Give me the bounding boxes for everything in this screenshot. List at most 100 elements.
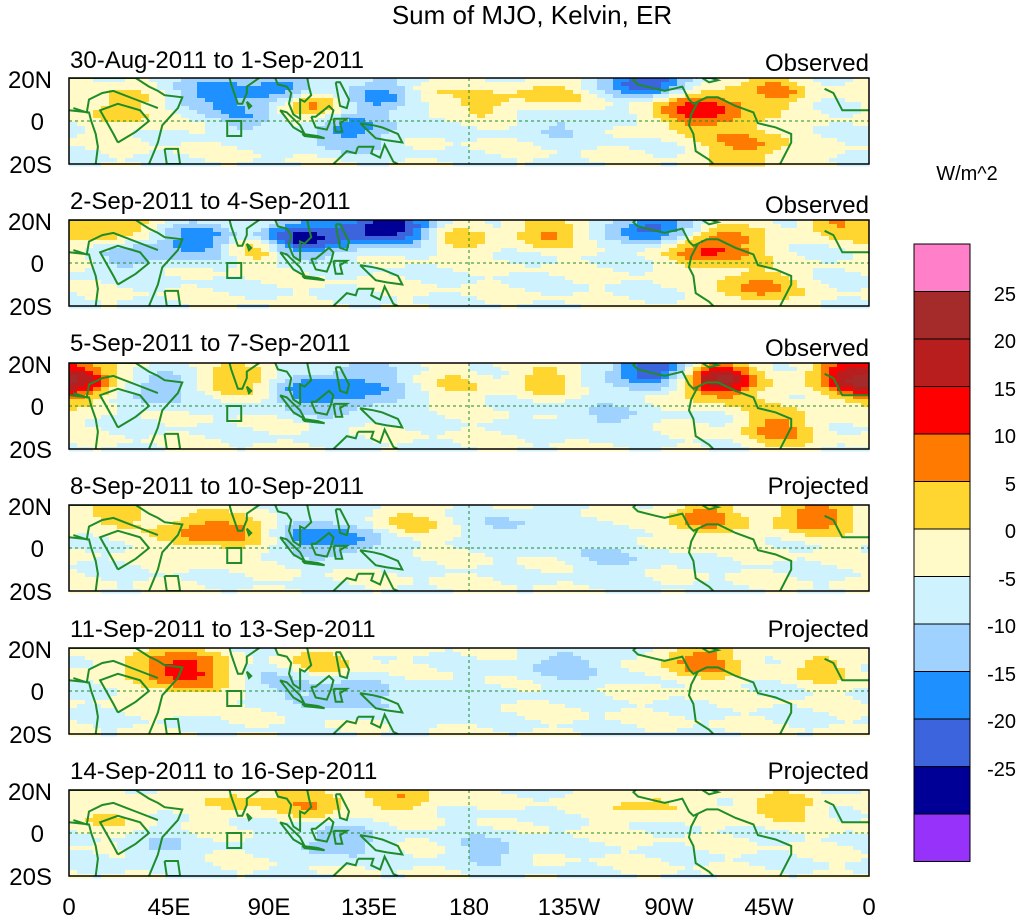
field-cell (453, 276, 462, 281)
field-cell (237, 94, 246, 99)
field-cell (621, 134, 630, 139)
field-cell (765, 82, 774, 87)
field-cell (261, 90, 270, 95)
field-cell (421, 134, 430, 139)
field-cell (493, 248, 502, 253)
field-cell (629, 280, 638, 285)
field-cell (429, 150, 438, 155)
field-cell (349, 102, 358, 107)
field-cell (861, 158, 870, 163)
field-cell (245, 220, 254, 225)
field-cell (557, 236, 566, 241)
field-cell (309, 220, 318, 225)
field-cell (741, 114, 750, 119)
field-cell (445, 220, 454, 225)
field-cell (693, 300, 702, 305)
field-cell (357, 248, 366, 253)
field-cell (429, 256, 438, 261)
field-cell (717, 82, 726, 87)
field-cell (549, 367, 558, 372)
field-cell (477, 98, 486, 103)
field-cell (629, 106, 638, 111)
field-cell (717, 138, 726, 143)
field-cell (637, 252, 646, 257)
field-cell (509, 118, 518, 123)
field-cell (813, 82, 822, 87)
field-cell (629, 236, 638, 241)
field-cell (661, 371, 670, 376)
field-cell (549, 90, 558, 95)
field-cell (853, 98, 862, 103)
field-cell (637, 94, 646, 99)
field-cell (469, 126, 478, 131)
field-cell (365, 158, 374, 163)
field-cell (325, 363, 334, 368)
field-cell (349, 240, 358, 245)
field-cell (621, 130, 630, 135)
field-cell (229, 383, 238, 388)
field-cell (285, 224, 294, 229)
field-cell (309, 86, 318, 91)
field-cell (333, 114, 342, 119)
field-cell (109, 280, 118, 285)
field-cell (653, 110, 662, 115)
field-cell (101, 102, 110, 107)
field-cell (853, 114, 862, 119)
field-cell (445, 268, 454, 273)
field-cell (405, 158, 414, 163)
field-cell (773, 86, 782, 91)
field-cell (517, 236, 526, 241)
field-cell (453, 264, 462, 269)
field-cell (605, 142, 614, 147)
field-cell (133, 122, 142, 127)
field-cell (677, 146, 686, 151)
field-cell (245, 232, 254, 237)
field-cell (365, 126, 374, 131)
field-cell (261, 252, 270, 257)
field-cell (221, 126, 230, 131)
field-cell (573, 268, 582, 273)
field-cell (69, 367, 78, 372)
coastline-segment (697, 238, 793, 306)
field-cell (573, 82, 582, 87)
field-cell (717, 232, 726, 237)
field-cell (173, 102, 182, 107)
field-cell (133, 276, 142, 281)
field-cell (325, 288, 334, 293)
field-cell (765, 276, 774, 281)
field-cell (837, 288, 846, 293)
field-cell (661, 268, 670, 273)
field-cell (341, 228, 350, 233)
field-cell (669, 98, 678, 103)
field-cell (749, 82, 758, 87)
field-cell (821, 363, 830, 368)
field-cell (77, 114, 86, 119)
field-cell (389, 240, 398, 245)
field-cell (789, 94, 798, 99)
field-cell (653, 363, 662, 368)
field-cell (357, 268, 366, 273)
field-cell (293, 288, 302, 293)
field-cell (277, 284, 286, 289)
field-cell (141, 220, 150, 225)
field-cell (181, 106, 190, 111)
field-cell (165, 86, 174, 91)
field-cell (333, 138, 342, 143)
field-cell (133, 118, 142, 123)
field-cell (525, 220, 534, 225)
field-cell (661, 106, 670, 111)
field-cell (597, 288, 606, 293)
field-cell (653, 375, 662, 380)
field-cell (69, 78, 78, 83)
coastline-segment (359, 122, 405, 144)
field-cell (157, 379, 166, 384)
field-cell (77, 134, 86, 139)
field-cell (197, 276, 206, 281)
field-cell (357, 375, 366, 380)
field-cell (277, 264, 286, 269)
field-cell (613, 106, 622, 111)
field-cell (485, 260, 494, 265)
field-cell (333, 102, 342, 107)
field-cell (597, 110, 606, 115)
field-cell (269, 371, 278, 376)
